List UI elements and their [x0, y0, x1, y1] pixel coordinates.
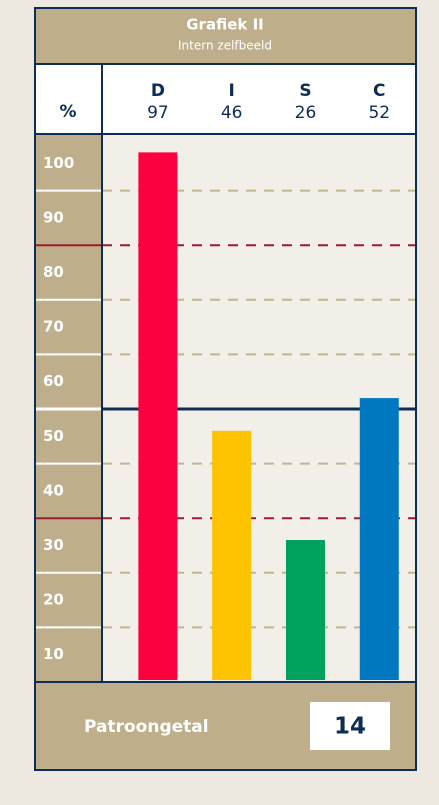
y-label: % [59, 102, 76, 122]
value-label: 52 [368, 103, 390, 123]
bar [359, 398, 399, 680]
category-label: C [373, 81, 385, 101]
y-tick-label: 50 [43, 427, 64, 445]
category-label: D [151, 81, 165, 101]
y-tick-label: 70 [43, 318, 64, 336]
header [35, 8, 416, 64]
bar [285, 540, 325, 680]
y-tick-label: 10 [43, 645, 64, 663]
value-label: 26 [295, 103, 317, 123]
y-tick-label: 30 [43, 536, 64, 554]
column-header [35, 64, 416, 134]
category-label: S [299, 81, 311, 101]
frame [34, 7, 417, 771]
chart-title: Grafiek II [186, 16, 263, 34]
bar [138, 152, 178, 680]
footer-box [310, 702, 390, 750]
category-label: I [229, 81, 235, 101]
footer-value: 14 [334, 714, 366, 740]
y-tick-label: 40 [43, 481, 64, 499]
value-label: 46 [221, 103, 243, 123]
y-tick-label: 100 [43, 154, 74, 172]
y-tick-label: 80 [43, 263, 64, 281]
footer-label: Patroongetal [84, 717, 209, 737]
y-tick-label: 20 [43, 591, 64, 609]
y-tick-label: 60 [43, 372, 64, 390]
bar [212, 430, 252, 680]
chart-subtitle: Intern zelfbeeld [178, 39, 272, 53]
value-label: 97 [147, 103, 169, 123]
y-tick-label: 90 [43, 208, 64, 226]
